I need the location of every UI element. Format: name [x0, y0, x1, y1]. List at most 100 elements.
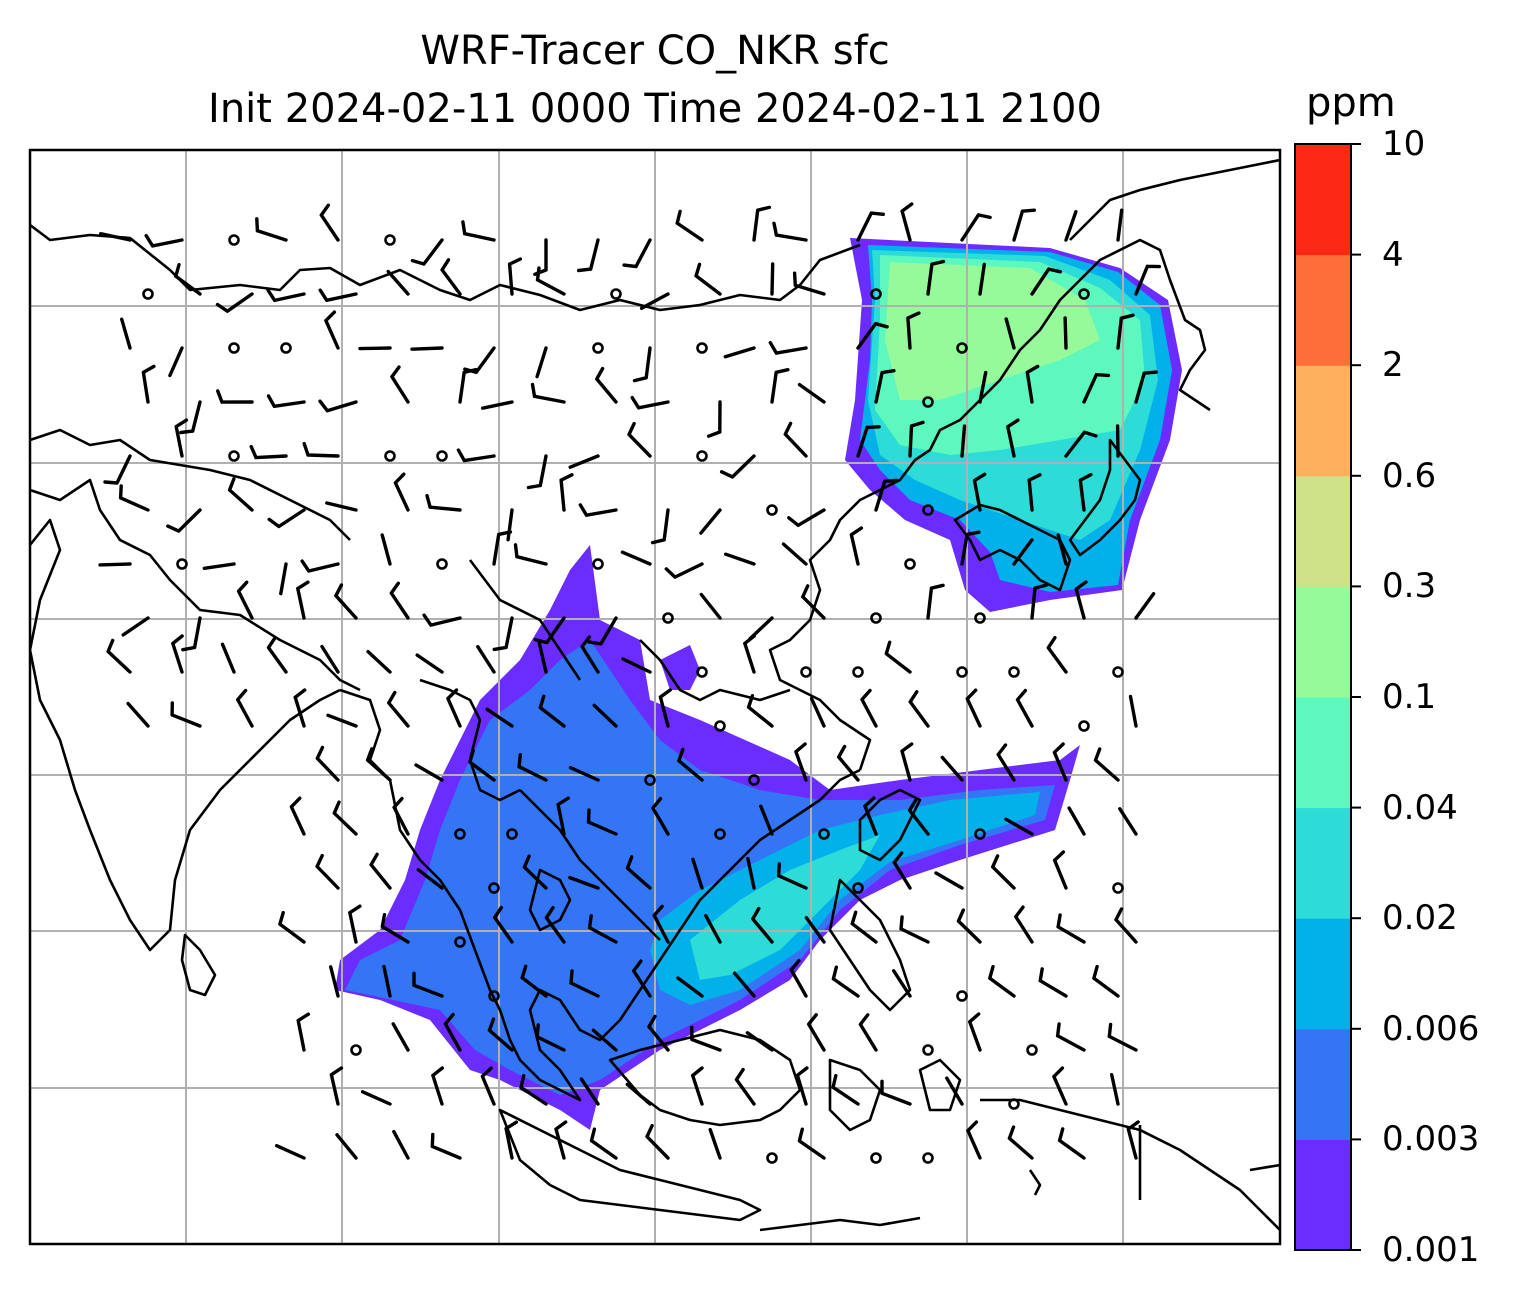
- wind-barb: [358, 346, 392, 351]
- wind-barb: [704, 913, 722, 944]
- wind-barb: [1052, 850, 1068, 890]
- wind-barb: [568, 454, 600, 469]
- wind-barb: [535, 1023, 566, 1052]
- wind-barb: [968, 1012, 982, 1052]
- wind-barb: [1046, 636, 1068, 674]
- wind-barb: [458, 367, 478, 404]
- wind-barb: [220, 642, 236, 674]
- wind-barb: [804, 916, 826, 944]
- colorbar-unit: ppm: [1306, 80, 1396, 126]
- wind-barb: [874, 478, 899, 512]
- wind-barb: [694, 262, 722, 296]
- wind-barb: [592, 703, 618, 728]
- wind-barb: [329, 1066, 344, 1106]
- wind-barb: [892, 851, 912, 890]
- calm-wind-circle: [176, 558, 188, 570]
- wind-barb: [569, 969, 600, 998]
- wind-barb: [289, 796, 306, 836]
- wind-barb: [627, 421, 652, 458]
- wind-barb: [319, 203, 340, 242]
- wind-barb: [960, 424, 967, 458]
- calm-wind-circle: [922, 1152, 934, 1164]
- calm-wind-circle: [506, 828, 518, 840]
- wind-barb: [392, 796, 410, 836]
- wind-barb: [743, 634, 756, 674]
- wind-barb: [559, 473, 574, 512]
- wind-barb: [892, 969, 912, 998]
- wind-barb: [630, 395, 670, 410]
- wind-barb: [1126, 1120, 1140, 1160]
- wind-barb: [807, 1013, 826, 1052]
- wind-barb: [1116, 313, 1135, 350]
- colorbar-segment: [1295, 1139, 1351, 1251]
- wind-barb: [734, 1067, 756, 1106]
- wind-barb: [387, 690, 410, 728]
- plume-south-patch: [660, 645, 700, 690]
- wind-barb: [493, 905, 514, 944]
- wind-barb: [956, 908, 982, 944]
- calm-wind-circle: [228, 450, 240, 462]
- colorbar-segment: [1295, 697, 1351, 809]
- wind-barb: [1052, 1066, 1068, 1106]
- wind-barb: [797, 382, 826, 404]
- wind-barb: [456, 448, 496, 463]
- wind-barb: [587, 914, 618, 944]
- calm-wind-circle: [1008, 1098, 1020, 1110]
- colorbar-tick-label: 0.3: [1382, 566, 1437, 607]
- wind-barb: [360, 1090, 392, 1106]
- wind-barb: [831, 965, 860, 998]
- calm-wind-circle: [922, 396, 934, 408]
- wind-barb: [676, 976, 704, 998]
- wind-barb: [430, 1132, 462, 1160]
- wind-barb: [171, 634, 184, 674]
- wind-barb: [837, 744, 860, 782]
- calm-wind-circle: [974, 612, 986, 624]
- wind-barb: [392, 1129, 410, 1160]
- wind-barb: [485, 707, 514, 728]
- wind-barb: [1007, 1125, 1034, 1160]
- calm-wind-circle: [956, 342, 968, 354]
- calm-wind-circle: [488, 990, 500, 1002]
- wind-barb: [315, 853, 340, 890]
- wind-barb: [1006, 418, 1020, 458]
- wind-barb: [900, 202, 914, 242]
- wind-barb: [647, 1014, 670, 1052]
- calm-wind-circle: [662, 612, 674, 624]
- wind-barb: [120, 317, 132, 350]
- calm-wind-circle: [488, 882, 500, 894]
- wind-barb: [746, 694, 774, 728]
- calm-wind-circle: [610, 288, 622, 300]
- wind-barb: [746, 856, 756, 890]
- wind-barb: [103, 454, 132, 485]
- wind-barb: [300, 559, 340, 573]
- wind-barb: [267, 508, 306, 529]
- wind-barb: [414, 763, 444, 782]
- wind-barb: [554, 1120, 568, 1160]
- wind-barb: [699, 508, 722, 535]
- wind-barb: [1052, 742, 1068, 782]
- wind-barb: [1110, 1073, 1120, 1106]
- colorbar-segment: [1295, 365, 1351, 477]
- wind-barb: [1092, 964, 1120, 998]
- wind-barb: [988, 965, 1016, 998]
- wind-barb: [849, 526, 864, 566]
- wind-barb: [293, 688, 307, 728]
- colorbar-segment: [1295, 254, 1351, 366]
- wind-barb: [1078, 472, 1093, 512]
- wind-barb: [625, 1082, 652, 1106]
- wind-barb: [792, 271, 826, 296]
- wind-barb: [446, 688, 462, 728]
- colorbar-tick-label: 2: [1382, 345, 1404, 386]
- wind-barb: [461, 220, 496, 242]
- wind-barb: [382, 964, 392, 998]
- wind-barb: [544, 906, 566, 944]
- wind-barb: [978, 262, 986, 296]
- wind-barb: [858, 1013, 878, 1052]
- wind-barb: [279, 562, 288, 596]
- wind-barb: [519, 1074, 548, 1106]
- wind-barb: [789, 959, 808, 998]
- wind-barb: [960, 213, 992, 242]
- calm-wind-circle: [714, 720, 726, 732]
- calm-wind-circle: [974, 828, 986, 840]
